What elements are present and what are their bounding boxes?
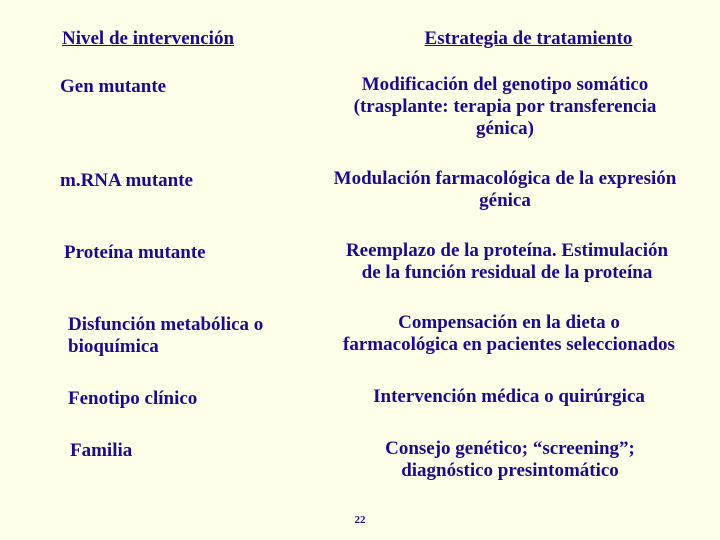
table-row: Gen mutante Modificación del genotipo so… xyxy=(40,74,680,140)
table-row: m.RNA mutante Modulación farmacológica d… xyxy=(40,168,680,212)
page-number: 22 xyxy=(0,514,720,526)
strategy-cell: Reemplazo de la proteína. Estimulación d… xyxy=(334,240,680,284)
header-level: Nivel de intervención xyxy=(40,28,357,50)
level-cell: Disfunción metabólica o bioquímica xyxy=(40,312,338,358)
table-row: Familia Consejo genético; “screening”; d… xyxy=(40,438,680,482)
level-cell: Gen mutante xyxy=(40,74,330,140)
strategy-cell: Consejo genético; “screening”; diagnósti… xyxy=(340,438,680,482)
header-strategy: Estrategia de tratamiento xyxy=(357,28,680,50)
table-row: Proteína mutante Reemplazo de la proteín… xyxy=(40,240,680,284)
strategy-cell: Compensación en la dieta o farmacológica… xyxy=(338,312,680,358)
strategy-cell: Intervención médica o quirúrgica xyxy=(338,386,680,410)
level-cell: m.RNA mutante xyxy=(40,168,330,212)
strategy-cell: Modificación del genotipo somático (tras… xyxy=(330,74,680,140)
table-row: Fenotipo clínico Intervención médica o q… xyxy=(40,386,680,410)
table-header-row: Nivel de intervención Estrategia de trat… xyxy=(40,28,680,50)
level-cell: Fenotipo clínico xyxy=(40,386,338,410)
strategy-cell: Modulación farmacológica de la expresión… xyxy=(330,168,680,212)
level-cell: Proteína mutante xyxy=(40,240,334,284)
slide-page: Nivel de intervención Estrategia de trat… xyxy=(0,0,720,540)
table-row: Disfunción metabólica o bioquímica Compe… xyxy=(40,312,680,358)
level-cell: Familia xyxy=(40,438,340,482)
